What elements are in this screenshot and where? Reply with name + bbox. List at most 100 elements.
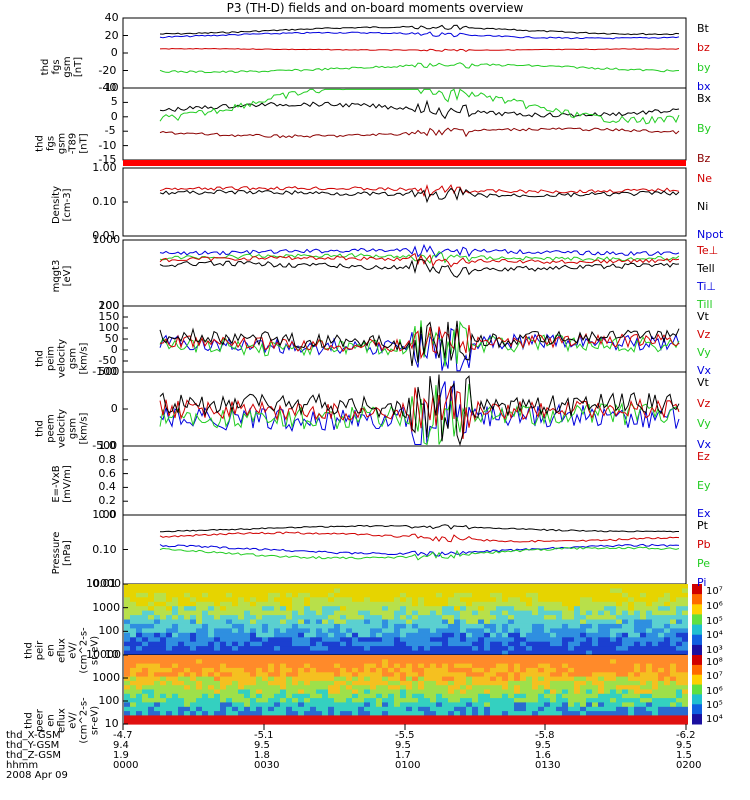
spectrogram-cell xyxy=(616,676,622,682)
spectrogram-cell xyxy=(640,646,646,652)
spectrogram-cell xyxy=(550,623,556,629)
spectrogram-cell xyxy=(124,592,130,598)
spectrogram-cell xyxy=(346,680,352,686)
spectrogram-cell xyxy=(496,685,502,691)
spectrogram-cell xyxy=(616,655,622,660)
spectrogram-cell xyxy=(406,588,412,594)
spectrogram-cell xyxy=(412,615,418,621)
spectrogram-cell xyxy=(670,698,676,703)
spectrogram-cell xyxy=(358,588,364,594)
footer-value: 0000 xyxy=(113,760,139,771)
spectrogram-cell xyxy=(244,667,250,673)
spectrogram-cell xyxy=(406,615,412,621)
spectrogram-cell xyxy=(298,619,304,625)
spectrogram-cell xyxy=(622,610,628,616)
spectrogram-cell xyxy=(370,689,376,695)
spectrogram-cell xyxy=(652,619,658,625)
spectrogram-cell xyxy=(586,698,592,703)
spectrogram-cell xyxy=(472,680,478,686)
spectrogram-cell xyxy=(226,597,232,603)
spectrogram-cell xyxy=(124,655,130,660)
spectrogram-cell xyxy=(664,592,670,598)
spectrogram-cell xyxy=(412,667,418,673)
spectrogram-cell xyxy=(556,689,562,695)
spectrogram-cell xyxy=(556,685,562,691)
spectrogram-cell xyxy=(136,672,142,678)
spectrogram-cell xyxy=(202,719,208,725)
spectrogram-cell xyxy=(610,628,616,634)
spectrogram-cell xyxy=(568,606,574,612)
spectrogram-cell xyxy=(484,597,490,603)
spectrogram-cell xyxy=(202,650,208,656)
spectrogram-cell xyxy=(430,680,436,686)
series-line-7-3 xyxy=(159,546,680,561)
spectrogram-cell xyxy=(178,698,184,703)
spectrogram-cell xyxy=(544,628,550,634)
spectrogram-cell xyxy=(370,659,376,665)
spectrogram-cell xyxy=(256,715,262,721)
spectrogram-cell xyxy=(478,588,484,594)
spectrogram-cell xyxy=(658,663,664,669)
spectrogram-cell xyxy=(604,711,610,716)
spectrogram-cell xyxy=(436,606,442,612)
y-tick-label: 100 xyxy=(98,299,120,312)
footer-value: 9.4 xyxy=(113,740,129,751)
spectrogram-cell xyxy=(310,698,316,703)
spectrogram-cell xyxy=(130,641,136,647)
spectrogram-cell xyxy=(220,637,226,643)
spectrogram-cell xyxy=(520,667,526,673)
spectrogram-cell xyxy=(340,650,346,656)
series-line-3-3 xyxy=(159,258,680,278)
spectrogram-cell xyxy=(556,632,562,638)
spectrogram-cell xyxy=(598,693,604,699)
spectrogram-cell xyxy=(466,698,472,703)
spectrogram-cell xyxy=(178,623,184,629)
spectrogram-cell xyxy=(358,650,364,656)
spectrogram-cell xyxy=(364,588,370,594)
spectrogram-cell xyxy=(454,646,460,652)
spectrogram-cell xyxy=(376,597,382,603)
spectrogram-cell xyxy=(178,588,184,594)
spectrogram-cell xyxy=(220,676,226,682)
spectrogram-cell xyxy=(334,689,340,695)
spectrogram-cell xyxy=(136,663,142,669)
spectrogram-cell xyxy=(250,706,256,712)
spectrogram-cell xyxy=(190,711,196,716)
spectrogram-cell xyxy=(244,650,250,656)
spectrogram-cell xyxy=(148,597,154,603)
spectrogram-cell xyxy=(526,715,532,721)
spectrogram-cell xyxy=(520,659,526,665)
spectrogram-cell xyxy=(436,601,442,607)
spectrogram-cell xyxy=(244,601,250,607)
spectrogram-cell xyxy=(262,667,268,673)
spectrogram-cell xyxy=(196,655,202,660)
spectrogram-cell xyxy=(496,610,502,616)
spectrogram-cell xyxy=(280,610,286,616)
spectrogram-cell xyxy=(466,650,472,656)
spectrogram-cell xyxy=(250,610,256,616)
spectrogram-cell xyxy=(418,676,424,682)
spectrogram-cell xyxy=(184,698,190,703)
spectrogram-cell xyxy=(568,637,574,643)
spectrogram-cell xyxy=(232,592,238,598)
spectrogram-cell xyxy=(520,698,526,703)
spectrogram-cell xyxy=(316,672,322,678)
spectrogram-cell xyxy=(238,601,244,607)
spectrogram-cell xyxy=(238,715,244,721)
spectrogram-cell xyxy=(484,606,490,612)
spectrogram-cell xyxy=(664,663,670,669)
spectrogram-cell xyxy=(142,715,148,721)
spectrogram-cell xyxy=(562,689,568,695)
spectrogram-cell xyxy=(172,610,178,616)
spectrogram-cell xyxy=(202,698,208,703)
spectrogram-cell xyxy=(178,663,184,669)
spectrogram-cell xyxy=(580,706,586,712)
spectrogram-cell xyxy=(424,597,430,603)
spectrogram-cell xyxy=(166,719,172,725)
spectrogram-cell xyxy=(610,641,616,647)
spectrogram-cell xyxy=(334,623,340,629)
spectrogram-cell xyxy=(670,650,676,656)
y-tick-label: 0 xyxy=(110,109,118,123)
spectrogram-cell xyxy=(136,680,142,686)
spectrogram-cell xyxy=(340,610,346,616)
